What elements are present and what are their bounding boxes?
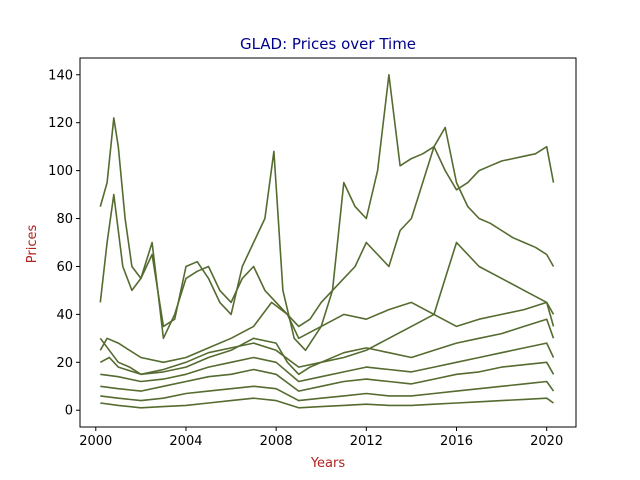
y-axis-label: Prices <box>25 225 40 264</box>
y-tick-label: 0 <box>65 404 73 419</box>
plot-frame <box>79 57 577 428</box>
x-tick-label: 2008 <box>260 434 293 449</box>
x-axis-label: Years <box>310 456 346 471</box>
series-line-2 <box>99 126 555 340</box>
x-tick-label: 2016 <box>440 434 473 449</box>
series-line-8 <box>100 397 554 409</box>
x-tick-label: 2020 <box>530 434 563 449</box>
series-line-1 <box>99 74 555 352</box>
x-tick-label: 2000 <box>79 434 112 449</box>
y-tick-label: 140 <box>48 68 73 83</box>
series-line-9 <box>99 301 555 364</box>
series-line-7 <box>100 380 555 402</box>
y-tick-label: 40 <box>56 308 73 323</box>
y-axis: 0 20 40 60 80 100 120 140 <box>48 68 80 419</box>
series-line-6 <box>100 361 555 392</box>
x-axis: 2000 2004 2008 2012 2016 2020 <box>79 427 563 449</box>
x-tick-label: 2004 <box>169 434 202 449</box>
y-tick-label: 100 <box>48 164 73 179</box>
y-tick-label: 80 <box>56 212 73 227</box>
y-tick-label: 120 <box>48 116 73 131</box>
series-line-4 <box>99 318 555 376</box>
y-tick-label: 20 <box>56 356 73 371</box>
x-tick-label: 2012 <box>350 434 383 449</box>
chart-title: GLAD: Prices over Time <box>240 35 416 53</box>
series-line-5 <box>100 342 555 383</box>
y-tick-label: 60 <box>56 260 73 275</box>
series-layer <box>99 74 555 409</box>
